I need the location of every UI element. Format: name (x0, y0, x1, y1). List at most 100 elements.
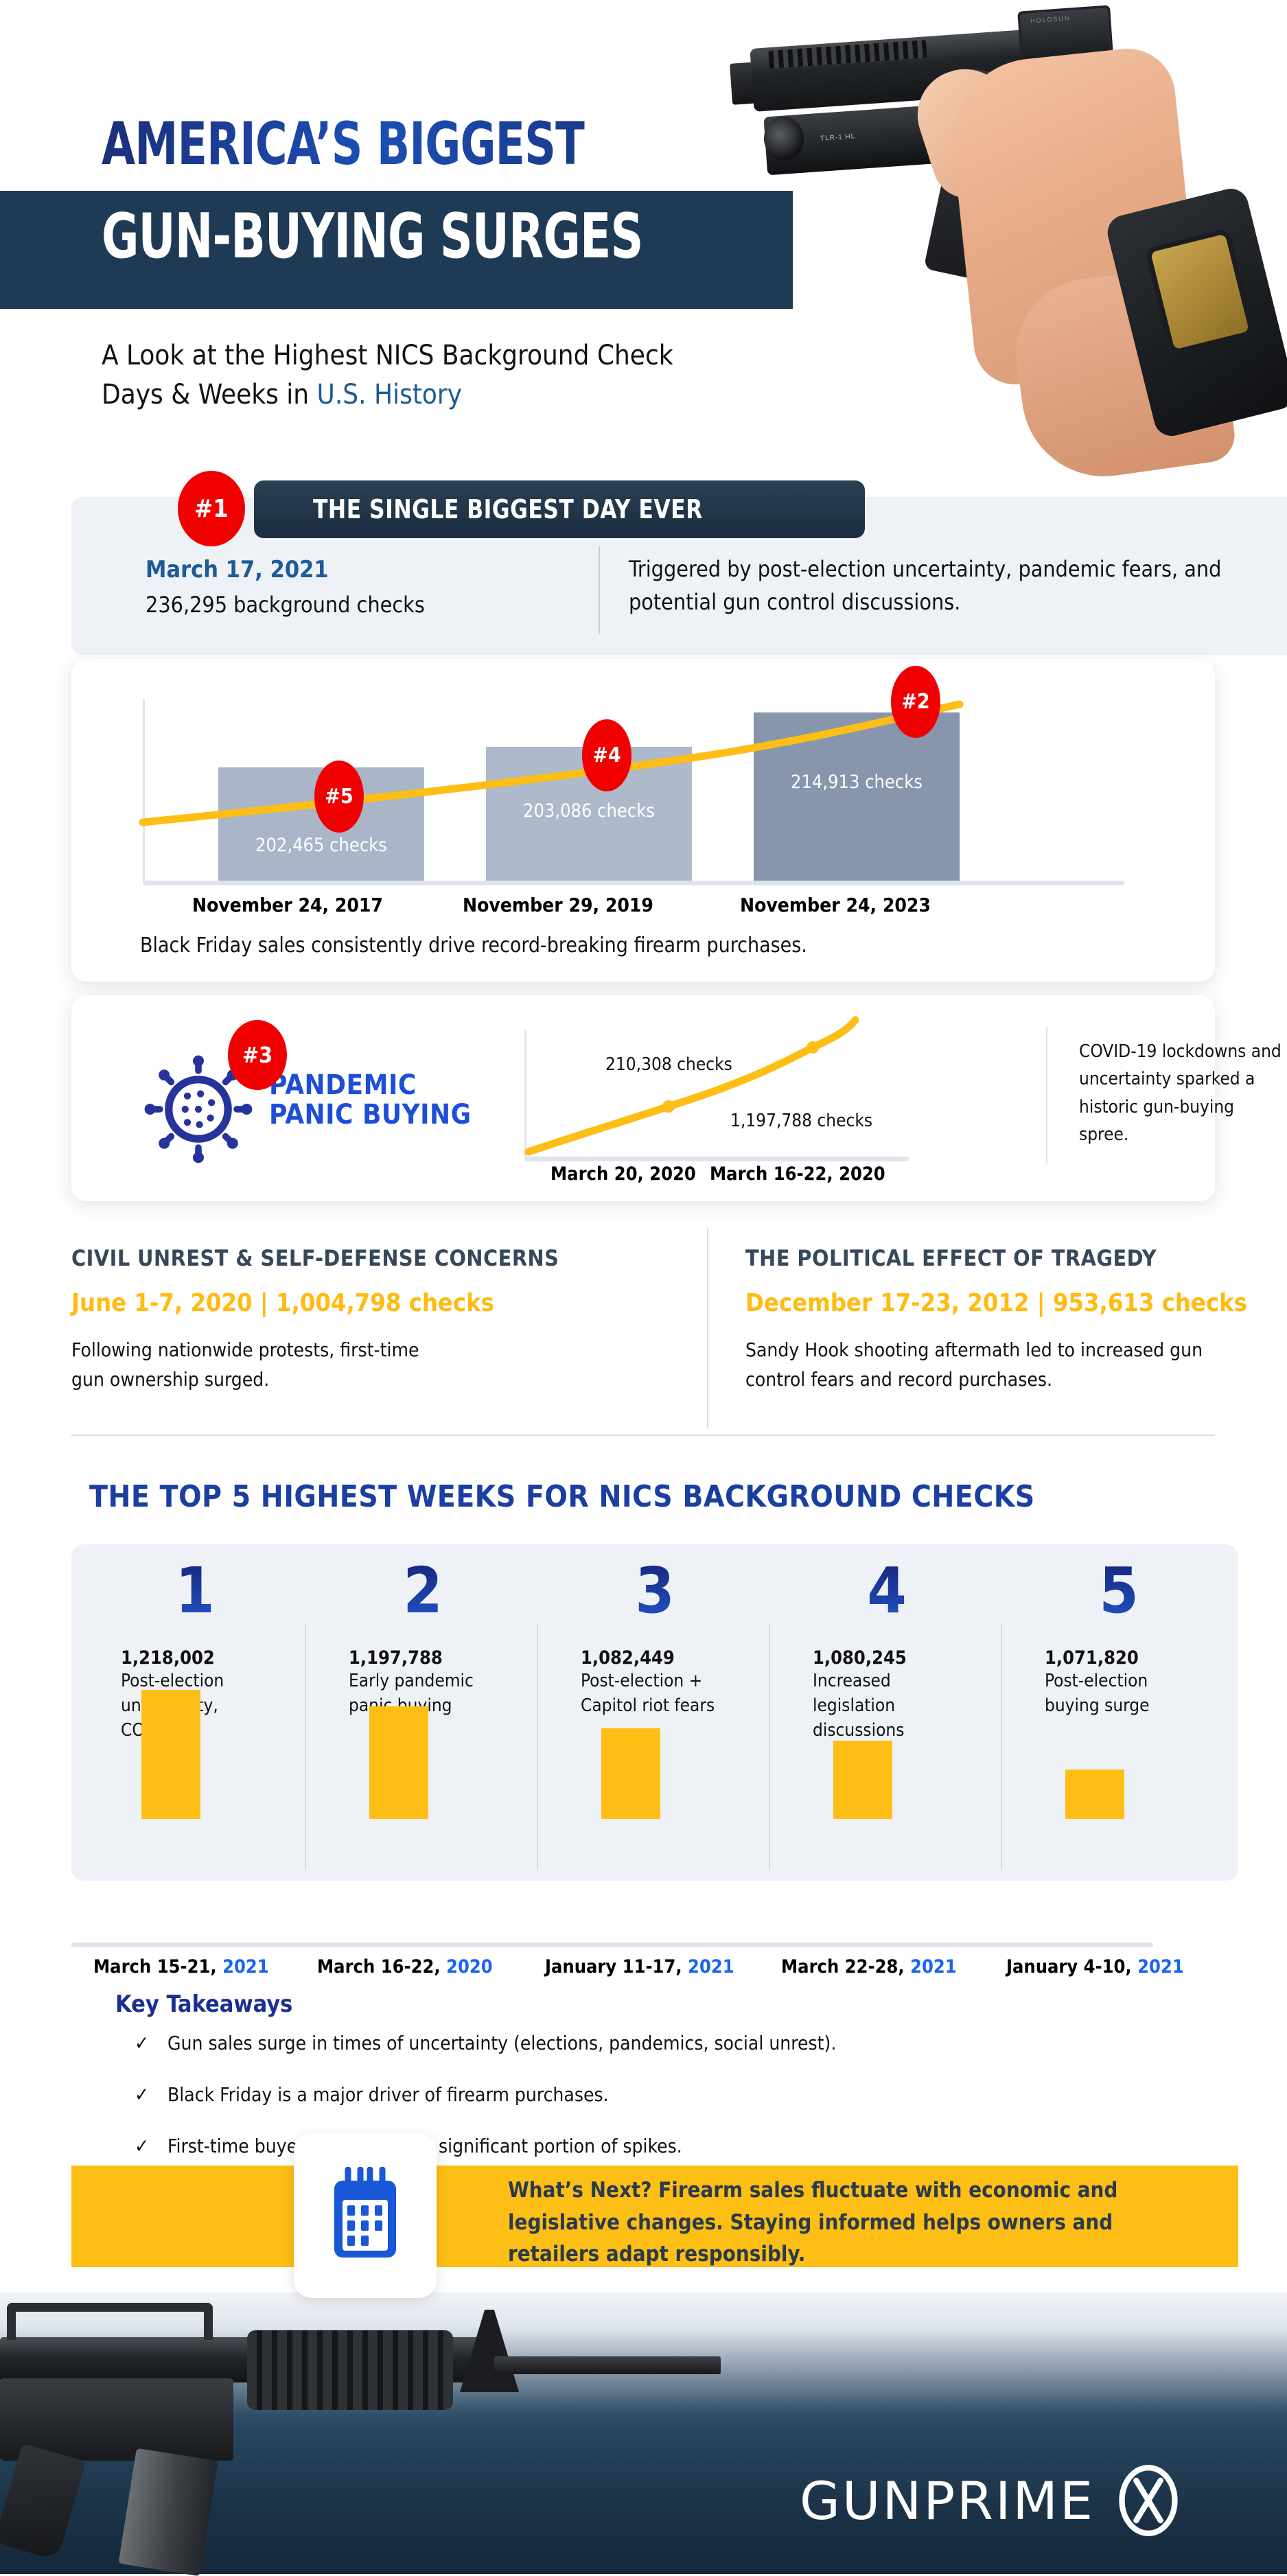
top5-sep-1 (305, 1623, 306, 1870)
page-title-line-2: GUN-BUYING SURGES (102, 200, 643, 272)
bar-label-2023: 214,913 checks (791, 771, 923, 793)
takeaway-item-3: ✓ First-time buyers account for a signif… (135, 2135, 1164, 2157)
top5-desc-2: Early pandemic panic buying (349, 1671, 474, 1716)
brand-logo-text: GUNPRIME (799, 2470, 1095, 2531)
civil-unrest-stat: June 1-7, 2020 | 1,004,798 checks (71, 1289, 494, 1317)
top5-desc-5: Post-election buying surge (1045, 1671, 1150, 1716)
top5-rank-1: 1 (85, 1559, 305, 1623)
calendar-icon (334, 2167, 396, 2258)
pandemic-trend-line (524, 1016, 859, 1156)
chart-x-axis (143, 881, 1124, 885)
top5-date-4-main: March 22-28, (781, 1956, 911, 1977)
biggest-day-note: Triggered by post-election uncertainty, … (629, 556, 1222, 615)
coronavirus-icon (144, 1055, 253, 1163)
top5-date-2-year: 2020 (446, 1956, 493, 1977)
pandemic-title-line-2: PANIC BUYING (269, 1099, 472, 1131)
political-effect-column: THE POLITICAL EFFECT OF TRAGEDY December… (745, 1245, 1287, 1395)
check-icon: ✓ (135, 2083, 150, 2106)
top5-date-5-year: 2021 (1137, 1956, 1184, 1977)
biggest-day-ribbon-title: THE SINGLE BIGGEST DAY EVER (313, 494, 703, 524)
black-friday-chart: 202,465 checks 203,086 checks 214,913 ch… (139, 666, 1124, 885)
chart-y-axis (143, 699, 145, 881)
pandemic-note: COVID-19 lockdowns and uncertainty spark… (1079, 1041, 1282, 1145)
biggest-day-divider (599, 546, 600, 634)
top5-item-5: 5 1,071,820 Post-election buying surge (1009, 1544, 1229, 1881)
rank-badge-2: #2 (891, 666, 940, 738)
section-rule (71, 1435, 1215, 1436)
top5-number-4: 1,080,245 (813, 1647, 907, 1669)
top5-bar-2 (369, 1706, 428, 1819)
calendar-icon-tile (294, 2133, 437, 2298)
top5-item-1: 1 1,218,002 Post-election uncertainty, C… (85, 1544, 305, 1881)
top5-date-labels: March 15-21, 2021 March 16-22, 2020 Janu… (71, 1956, 1238, 1984)
top5-date-2: March 16-22, 2020 (317, 1956, 493, 1977)
top5-date-1-main: March 15-21, (93, 1956, 223, 1977)
top5-sep-4 (1001, 1623, 1002, 1870)
takeaway-text-2: Black Friday is a major driver of firear… (167, 2083, 609, 2106)
rifle-handguard (247, 2330, 453, 2410)
pandemic-chart: 210,308 checks 1,197,788 checks (524, 1016, 909, 1161)
top5-item-3: 3 1,082,449 Post-election + Capitol riot… (545, 1544, 765, 1881)
bar-label-2017: 202,465 checks (255, 835, 387, 856)
bar-2017: 202,465 checks (218, 767, 424, 881)
top5-rank-4: 4 (777, 1559, 997, 1623)
black-friday-trend-line (139, 700, 964, 826)
biggest-day-date: March 17, 2021 (146, 556, 329, 583)
pandemic-y-axis (524, 1030, 526, 1157)
pandemic-point-1-label: 210,308 checks (605, 1054, 732, 1075)
political-effect-heading: THE POLITICAL EFFECT OF TRAGEDY (745, 1245, 1157, 1271)
title-banner-band (0, 191, 793, 309)
biggest-day-stats: March 17, 2021 236,295 background checks (146, 556, 425, 618)
rank-badge-4: #4 (582, 719, 631, 791)
biggest-day-checks: 236,295 background checks (146, 592, 425, 618)
top5-date-5-main: January 4-10, (1006, 1956, 1138, 1977)
political-effect-stat: December 17-23, 2012 | 953,613 checks (745, 1289, 1247, 1317)
black-friday-date-labels: November 24, 2017 November 29, 2019 Nove… (143, 894, 1124, 924)
top5-date-5: January 4-10, 2021 (1006, 1956, 1184, 1977)
takeaway-item-1: ✓ Gun sales surge in times of uncertaint… (135, 2032, 1164, 2054)
pandemic-title: PANDEMIC PANIC BUYING (269, 1069, 472, 1131)
page-header: HOLOSUN TLR-1 HL AMERICA’S BIGGEST GUN-B… (0, 0, 1287, 487)
top5-date-2-main: March 16-22, (317, 1956, 447, 1977)
top5-bar-4 (833, 1741, 892, 1819)
top5-rank-5: 5 (1009, 1559, 1229, 1623)
whats-next-text: What’s Next? Firearm sales fluctuate wit… (508, 2178, 1118, 2266)
check-icon: ✓ (135, 2135, 150, 2157)
top5-date-3-main: January 11-17, (545, 1956, 688, 1977)
top5-sep-3 (769, 1623, 770, 1870)
top5-sep-2 (537, 1623, 538, 1870)
rank-badge-3: #3 (228, 1020, 287, 1090)
black-friday-card: 202,465 checks 203,086 checks 214,913 ch… (71, 659, 1215, 982)
rifle-lower-receiver (0, 2378, 233, 2461)
black-friday-caption: Black Friday sales consistently drive re… (140, 933, 807, 958)
political-effect-body: Sandy Hook shooting aftermath led to inc… (745, 1338, 1203, 1391)
rank-badge-5: #5 (314, 761, 364, 833)
rifle-carry-handle (7, 2303, 213, 2340)
two-column-section: CIVIL UNREST & SELF-DEFENSE CONCERNS Jun… (71, 1229, 1247, 1436)
pandemic-date-2: March 16-22, 2020 (710, 1163, 885, 1185)
whats-next-banner (71, 2166, 1238, 2267)
pandemic-title-line-1: PANDEMIC (269, 1069, 417, 1101)
top5-number-2: 1,197,788 (349, 1647, 443, 1669)
rifle-photo (0, 2296, 728, 2576)
rank-badge-1: #1 (178, 471, 245, 546)
page-title-line-1: AMERICA’S BIGGEST (102, 110, 585, 178)
top5-bar-3 (601, 1728, 660, 1819)
top5-item-2: 2 1,197,788 Early pandemic panic buying (313, 1544, 533, 1881)
brand-logo[interactable]: GUNPRIME (799, 2465, 1184, 2536)
subtitle-line-2: Days & Weeks in (102, 378, 317, 410)
two-column-divider (707, 1229, 708, 1428)
top5-date-4-year: 2021 (910, 1956, 957, 1977)
date-label-2023: November 24, 2023 (740, 894, 931, 916)
date-label-2017: November 24, 2017 (192, 894, 383, 916)
civil-unrest-body: Following nationwide protests, first-tim… (71, 1338, 419, 1391)
top5-rank-3: 3 (545, 1559, 765, 1623)
takeaways-title: Key Takeaways (115, 1991, 293, 2018)
top5-date-1-year: 2021 (222, 1956, 269, 1977)
top5-date-4: March 22-28, 2021 (781, 1956, 957, 1977)
top5-number-5: 1,071,820 (1045, 1647, 1139, 1669)
top5-bar-5 (1065, 1769, 1124, 1819)
date-label-2019: November 29, 2019 (463, 894, 653, 916)
top5-desc-3: Post-election + Capitol riot fears (581, 1671, 715, 1716)
top5-baseline (71, 1942, 1153, 1947)
